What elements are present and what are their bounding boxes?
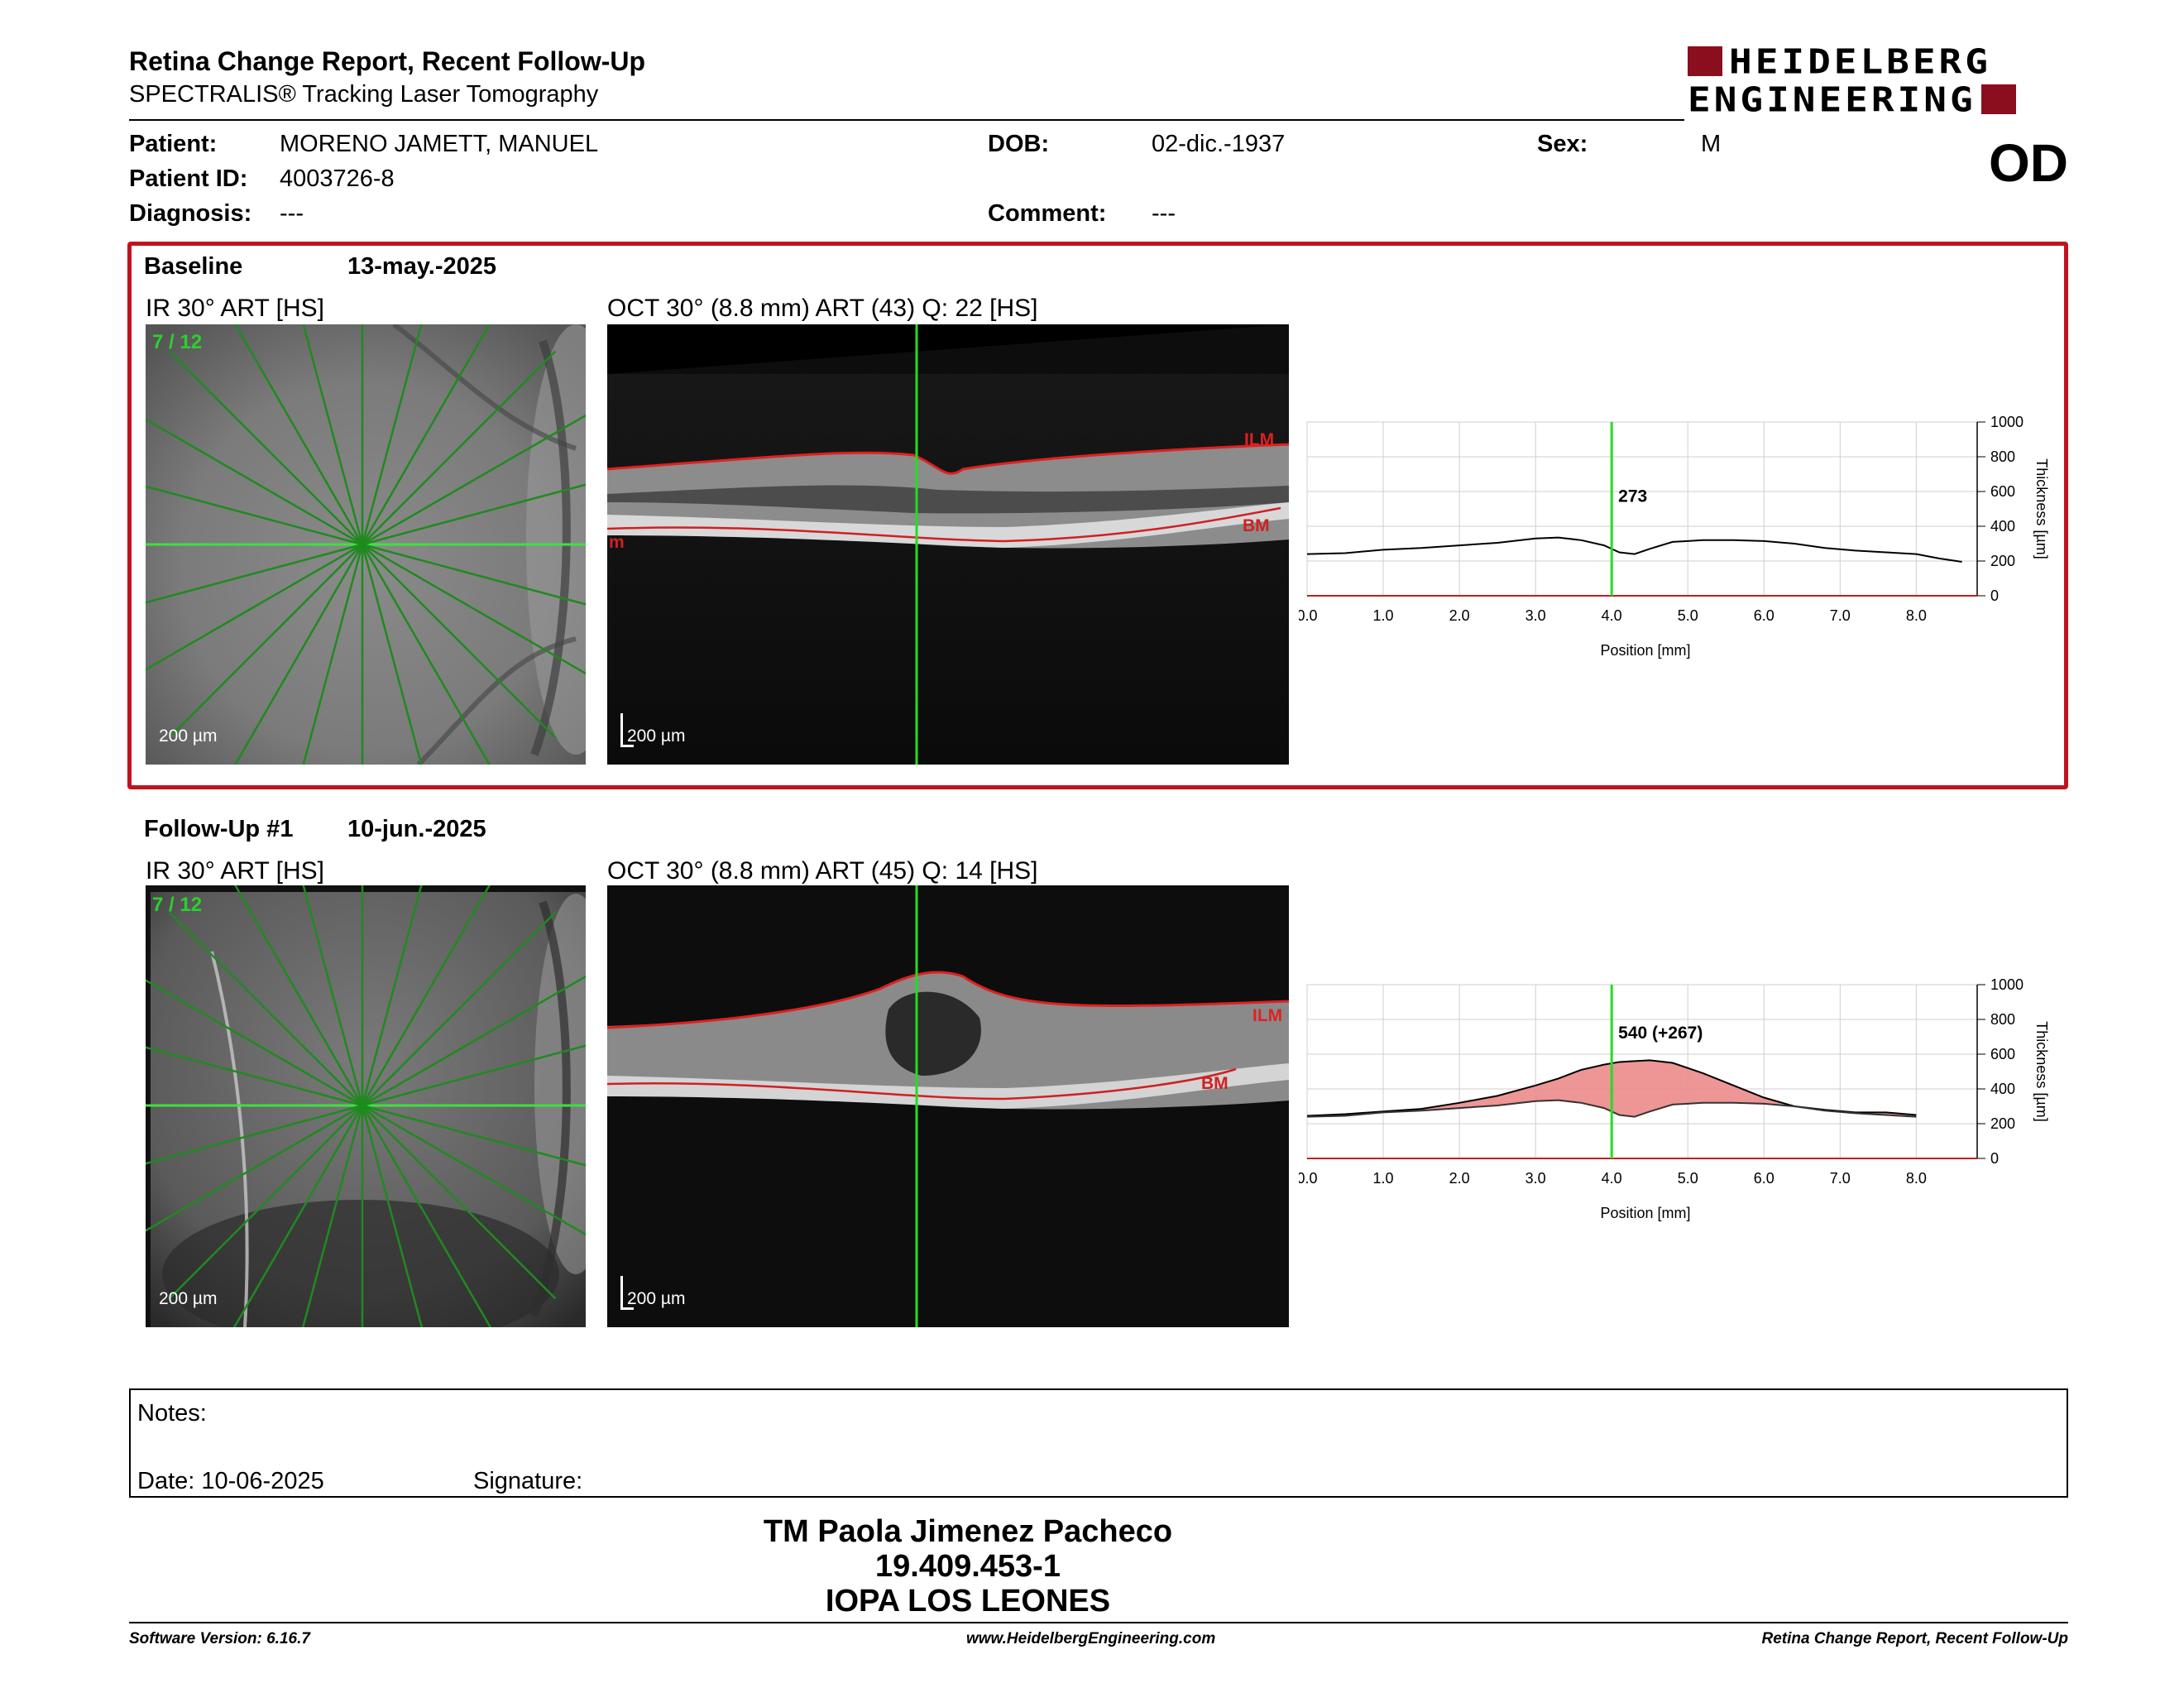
website-link[interactable]: www.HeidelbergEngineering.com: [966, 1630, 1216, 1647]
ir-frame-counter: 7 / 12: [152, 894, 203, 916]
logo-square-icon: [1980, 84, 2016, 114]
report-subtitle: SPECTRALIS® Tracking Laser Tomography: [129, 81, 599, 108]
notes-box[interactable]: Notes: Date: 10-06-2025 Signature:: [129, 1388, 2068, 1498]
x-tick-label: 4.0: [1602, 1170, 1622, 1187]
baseline-oct-image: ILM BM m 200 µm: [607, 324, 1289, 765]
comment-label: Comment:: [988, 200, 1107, 227]
y-tick-label: 800: [1990, 448, 2015, 465]
bm-label: BM: [1201, 1074, 1228, 1093]
x-tick-label: 2.0: [1449, 607, 1470, 624]
logo-square-icon: [1688, 46, 1722, 76]
x-tick-label: 6.0: [1754, 1170, 1774, 1187]
y-axis-title: Thickness [µm]: [2033, 458, 2050, 559]
plot-area: [1306, 421, 1978, 597]
thickness-line: [1306, 1099, 1917, 1118]
marker-value-label: 273: [1618, 487, 1647, 506]
followup-thickness-chart: 0.0 1.0 2.0 3.0 4.0 5.0 6.0 7.0 8.0 0 200 400 600 800…: [1299, 976, 2050, 1221]
baseline-ir-image: 7 / 12 200 µm: [146, 324, 586, 765]
x-tick-label: 1.0: [1373, 607, 1394, 624]
baseline-ir-title: IR 30° ART [HS]: [146, 295, 324, 322]
comment-value: ---: [1152, 200, 1176, 227]
patient-name: MORENO JAMETT, MANUEL: [280, 131, 599, 157]
marker-value-label: 540 (+267): [1618, 1024, 1703, 1043]
signature-label: Signature:: [473, 1468, 583, 1494]
x-tick-label: 5.0: [1678, 1170, 1698, 1187]
baseline-label: Baseline: [144, 253, 243, 280]
diagnosis-value: ---: [280, 200, 304, 227]
header-rule: [129, 119, 1684, 121]
ir-frame-counter: 7 / 12: [152, 331, 203, 353]
sex-label: Sex:: [1537, 131, 1588, 157]
x-tick-label: 3.0: [1525, 1170, 1546, 1187]
signer-id: 19.409.453-1: [875, 1549, 1061, 1584]
baseline-frame: [127, 242, 2068, 789]
x-axis-title: Position [mm]: [1600, 642, 1690, 659]
y-tick-label: 1000: [1990, 414, 2024, 430]
y-tick-label: 0: [1990, 587, 1999, 604]
x-tick-label: 3.0: [1525, 607, 1546, 624]
y-tick-label: 600: [1990, 483, 2015, 500]
oct-scale-bar: 200 µm: [627, 1289, 686, 1308]
y-tick-label: 600: [1990, 1046, 2015, 1062]
y-tick-label: 0: [1990, 1150, 1999, 1167]
x-axis-title: Position [mm]: [1600, 1205, 1690, 1221]
followup-oct-title: OCT 30° (8.8 mm) ART (45) Q: 14 [HS]: [607, 857, 1038, 885]
y-tick-label: 400: [1990, 1081, 2015, 1097]
x-tick-label: 1.0: [1373, 1170, 1394, 1187]
signer-name: TM Paola Jimenez Pacheco: [763, 1514, 1173, 1549]
ir-scale-bar: 200 µm: [159, 1289, 218, 1308]
patient-id-label: Patient ID:: [129, 165, 248, 192]
ilm-label: ILM: [1244, 430, 1275, 449]
x-tick-label: 8.0: [1906, 607, 1927, 624]
thickness-line: [1306, 536, 1962, 563]
scan-line: [146, 1044, 586, 1165]
ilm-label: ILM: [1252, 1006, 1283, 1025]
x-tick-label: 2.0: [1449, 1170, 1470, 1187]
x-tick-label: 0.0: [1299, 607, 1318, 624]
followup-date: 10-jun.-2025: [347, 816, 486, 842]
x-tick-label: 7.0: [1830, 1170, 1851, 1187]
dob-value: 02-dic.-1937: [1152, 131, 1286, 157]
diagnosis-label: Diagnosis:: [129, 200, 252, 227]
sex-value: M: [1701, 131, 1722, 157]
y-axis-title: Thickness [µm]: [2033, 1021, 2050, 1121]
ir-scale-bar: 200 µm: [159, 727, 218, 746]
scan-pattern: [146, 324, 586, 765]
followup-ir-image: 7 / 12 200 µm: [146, 885, 586, 1327]
software-version: Software Version: 6.16.7: [129, 1630, 310, 1647]
followup-oct-image: ILM BM 200 µm: [607, 885, 1289, 1327]
notes-date: Date: 10-06-2025: [137, 1468, 324, 1494]
scan-pattern: [146, 885, 586, 1327]
x-tick-label: 7.0: [1830, 607, 1851, 624]
y-tick-label: 800: [1990, 1011, 2015, 1028]
left-edge-label: m: [609, 533, 625, 552]
y-tick-label: 1000: [1990, 976, 2024, 993]
eye-indicator: OD: [1989, 133, 2068, 193]
report-title: Retina Change Report, Recent Follow-Up: [129, 46, 646, 76]
followup-label: Follow-Up #1: [144, 816, 294, 842]
followup-ir-title: IR 30° ART [HS]: [146, 857, 324, 885]
x-tick-label: 4.0: [1602, 607, 1622, 624]
y-tick-label: 400: [1990, 518, 2015, 535]
signer-place: IOPA LOS LEONES: [825, 1584, 1111, 1618]
x-tick-label: 5.0: [1678, 607, 1698, 624]
footer-rule: [129, 1622, 2068, 1623]
dob-label: DOB:: [988, 131, 1050, 157]
patient-id: 4003726-8: [280, 165, 395, 192]
y-tick-label: 200: [1990, 1115, 2015, 1132]
company-logo: HEIDELBERG ENGINEERING: [1688, 44, 2068, 119]
y-tick-label: 200: [1990, 553, 2015, 569]
notes-label: Notes:: [137, 1400, 207, 1427]
x-tick-label: 0.0: [1299, 1170, 1318, 1187]
oct-scale-bar: 200 µm: [627, 727, 686, 746]
bm-label: BM: [1243, 516, 1270, 535]
patient-label: Patient:: [129, 131, 218, 157]
footer-report-name: Retina Change Report, Recent Follow-Up: [1761, 1630, 2068, 1647]
scan-line: [146, 483, 586, 604]
baseline-date: 13-may.-2025: [347, 253, 497, 280]
baseline-thickness-chart: 0.0 1.0 2.0 3.0 4.0 5.0 6.0 7.0 8.0 0 200 400 600 800…: [1299, 414, 2050, 659]
x-tick-label: 6.0: [1754, 607, 1774, 624]
x-tick-label: 8.0: [1906, 1170, 1927, 1187]
baseline-oct-title: OCT 30° (8.8 mm) ART (43) Q: 22 [HS]: [607, 295, 1038, 322]
